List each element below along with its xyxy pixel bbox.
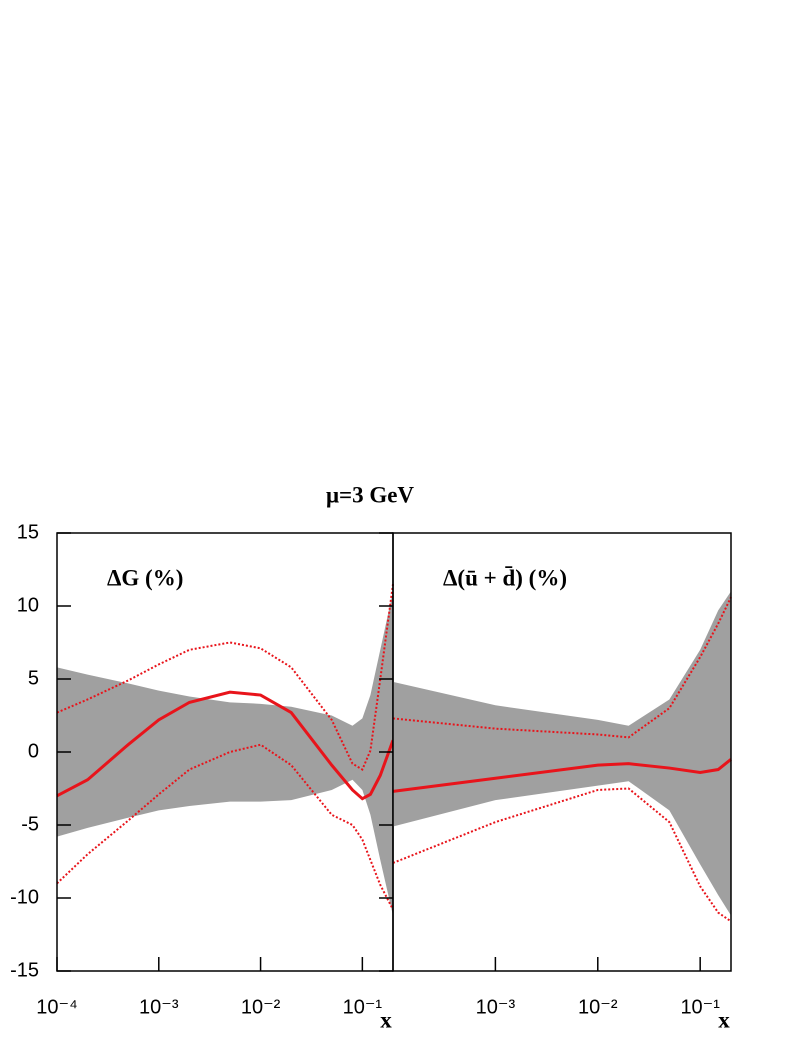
dotted-line (392, 596, 732, 739)
x-axis-label: x (718, 1007, 730, 1032)
x-tick-label: 10⁻³ (476, 996, 516, 1018)
plot-frame (392, 532, 732, 972)
y-tick-label: 10 (17, 594, 39, 616)
y-tick-label: 0 (28, 740, 39, 762)
dotted-line (392, 787, 732, 923)
panel-label: Δ(ū + d̄) (%) (443, 565, 567, 590)
central-line (392, 758, 732, 793)
chart-title: μ=3 GeV (326, 482, 414, 507)
y-tick-label: -5 (21, 813, 39, 835)
error-band (393, 591, 731, 916)
x-axis-label: x (380, 1007, 392, 1032)
y-tick-label: 5 (28, 667, 39, 689)
dotted-line (56, 743, 394, 911)
x-tick-label: 10⁻² (241, 996, 281, 1018)
y-tick-label: -15 (10, 959, 39, 981)
x-tick-label: 10⁻¹ (343, 996, 383, 1018)
x-tick-label: 10⁻⁴ (36, 996, 77, 1018)
x-tick-label: 10⁻³ (139, 996, 179, 1018)
panel-label: ΔG (%) (107, 565, 183, 590)
dotted-line (56, 583, 394, 771)
x-tick-label: 10⁻¹ (680, 996, 720, 1018)
y-tick-label: 15 (17, 521, 39, 543)
x-tick-label: 10⁻² (578, 996, 618, 1018)
y-tick-label: -10 (10, 886, 39, 908)
central-line (56, 690, 395, 801)
